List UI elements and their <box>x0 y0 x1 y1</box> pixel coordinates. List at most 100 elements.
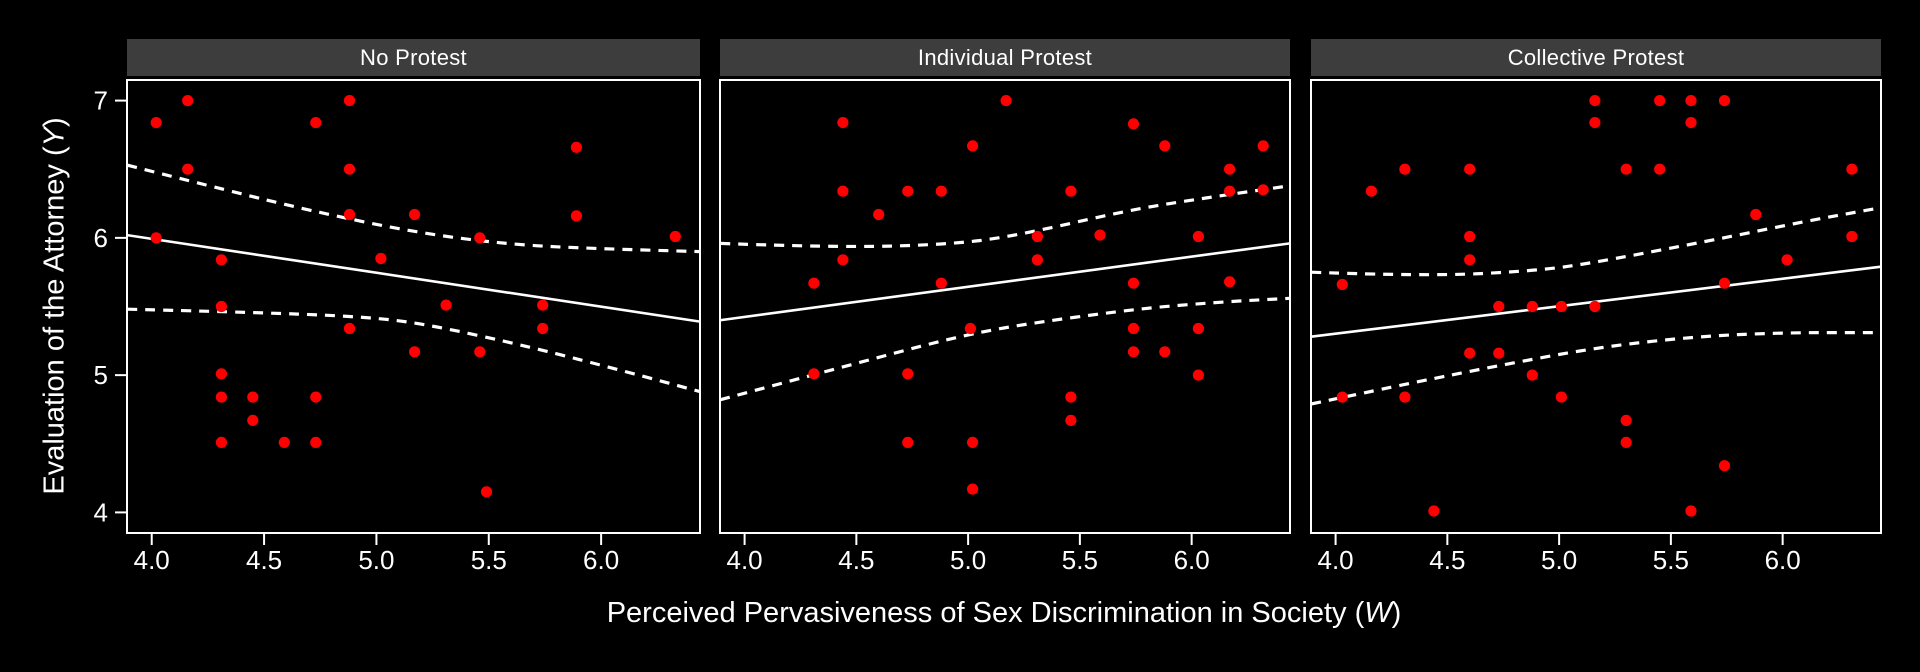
data-point <box>1589 95 1601 107</box>
data-point <box>375 252 387 265</box>
data-point <box>1224 276 1236 288</box>
data-point <box>215 368 227 380</box>
data-point <box>1846 230 1858 243</box>
data-point <box>1464 254 1476 266</box>
data-point <box>1000 95 1012 107</box>
x-axis-title: Perceived Pervasiveness of Sex Discrimin… <box>127 597 1881 630</box>
data-point <box>967 140 979 152</box>
data-point <box>1718 277 1731 289</box>
confidence-band-upper <box>719 184 1291 249</box>
data-point <box>902 436 914 448</box>
data-point <box>1718 460 1731 472</box>
confidence-band-lower <box>719 296 1291 402</box>
data-point <box>278 436 290 448</box>
data-point <box>537 322 549 335</box>
data-point <box>669 230 681 243</box>
data-point <box>1192 369 1204 381</box>
data-point <box>215 436 227 448</box>
data-point <box>1065 414 1077 426</box>
data-point <box>1846 163 1858 175</box>
x-tick-label: 5.0 <box>358 545 394 575</box>
data-point <box>310 436 322 448</box>
data-point <box>1065 391 1077 403</box>
data-point <box>1127 346 1140 358</box>
data-point <box>1192 230 1204 243</box>
data-point <box>1750 208 1762 221</box>
y-tick-label: 5 <box>94 360 108 390</box>
x-tick-label: 5.5 <box>1653 545 1689 575</box>
data-point <box>1685 505 1697 517</box>
data-point <box>1464 163 1476 175</box>
data-point <box>837 117 849 129</box>
y-tick-label: 6 <box>94 223 108 253</box>
data-point <box>570 210 583 222</box>
data-point <box>1620 414 1632 426</box>
y-tick-label: 7 <box>94 86 108 116</box>
data-point <box>215 254 227 266</box>
data-point <box>1464 230 1476 243</box>
data-point <box>310 117 322 129</box>
data-point <box>150 232 162 244</box>
data-point <box>215 391 227 403</box>
data-point <box>1224 163 1236 175</box>
data-point <box>935 277 947 289</box>
confidence-band-lower <box>126 307 701 394</box>
data-point <box>1654 95 1666 107</box>
x-tick-label: 6.0 <box>583 545 619 575</box>
data-point <box>1620 163 1632 175</box>
x-tick-label: 4.5 <box>838 545 874 575</box>
data-point <box>1399 391 1411 403</box>
data-point <box>837 185 849 197</box>
data-point <box>967 436 979 448</box>
data-point <box>1365 185 1377 197</box>
data-point <box>1031 230 1043 243</box>
data-point <box>1159 140 1171 152</box>
x-axis-title-text: Perceived Pervasiveness of Sex Discrimin… <box>606 597 1365 629</box>
data-point <box>1620 436 1632 448</box>
data-point <box>182 163 194 175</box>
data-point <box>440 299 452 311</box>
panel-border <box>719 79 1291 534</box>
data-point <box>1159 346 1171 358</box>
data-point <box>343 322 356 335</box>
x-tick-label: 4.0 <box>134 545 170 575</box>
data-point <box>1555 391 1567 403</box>
facet-strip-collective-protest: Collective Protest <box>1311 39 1881 76</box>
x-tick-label: 6.0 <box>1174 545 1210 575</box>
data-point <box>873 208 885 221</box>
regression-line <box>126 233 701 323</box>
data-point <box>1065 185 1077 197</box>
data-point <box>964 322 977 335</box>
data-point <box>343 95 356 107</box>
data-point <box>409 208 421 221</box>
data-point <box>1493 347 1505 359</box>
y-tick-label: 4 <box>94 497 108 527</box>
data-point <box>1257 140 1269 152</box>
data-point <box>474 346 486 358</box>
x-tick-label: 4.5 <box>1429 545 1465 575</box>
data-point <box>1336 391 1348 403</box>
facet-strip-no-protest: No Protest <box>127 39 700 76</box>
data-point <box>1685 117 1697 129</box>
data-point <box>808 368 820 380</box>
data-point <box>902 185 914 197</box>
data-point <box>808 277 820 289</box>
data-point <box>1399 163 1411 175</box>
data-point <box>902 368 914 380</box>
data-point <box>1493 300 1505 313</box>
x-tick-label: 5.0 <box>1541 545 1577 575</box>
data-point <box>409 346 421 358</box>
data-point <box>1127 118 1140 130</box>
data-point <box>247 391 259 403</box>
data-point <box>1094 229 1106 241</box>
data-point <box>1224 185 1236 197</box>
data-point <box>1428 505 1440 517</box>
data-point <box>1781 254 1793 266</box>
data-point <box>1718 95 1731 107</box>
regression-line <box>719 242 1291 322</box>
data-point <box>474 232 486 244</box>
x-tick-label: 4.5 <box>246 545 282 575</box>
data-point <box>1127 277 1140 289</box>
